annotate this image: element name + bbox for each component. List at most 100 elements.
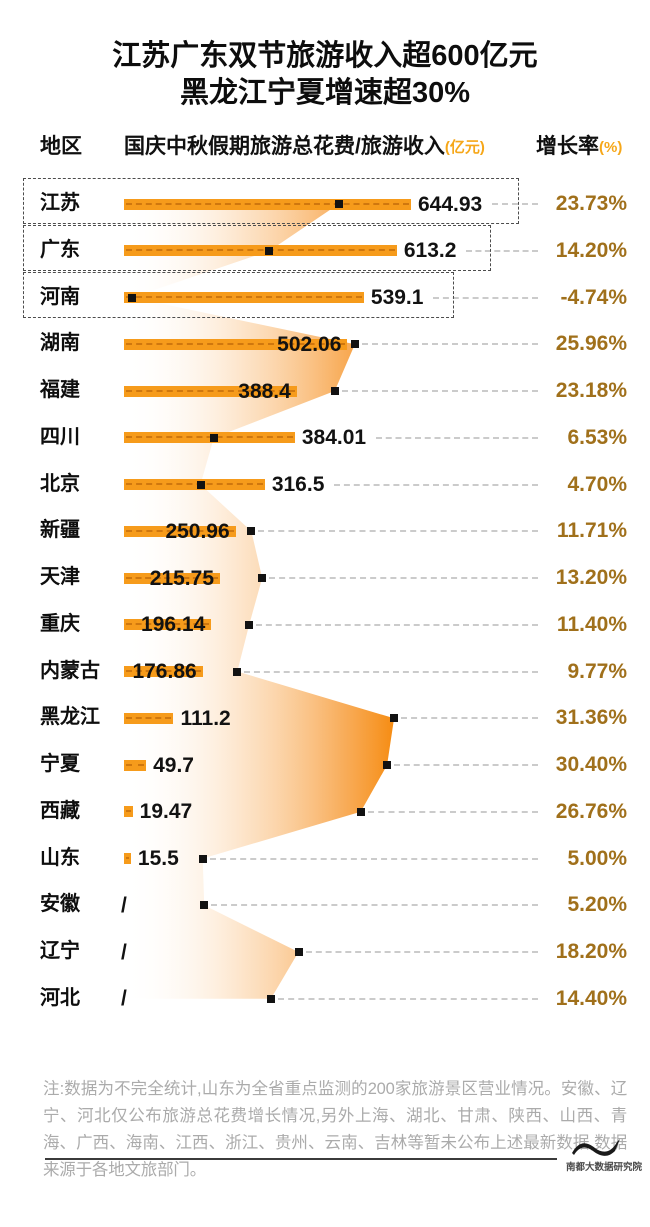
value-label: 613.2 bbox=[403, 239, 457, 263]
value-label: 215.75 bbox=[149, 566, 214, 590]
value-label: 15.5 bbox=[137, 847, 179, 870]
value-label: 196.14 bbox=[141, 613, 206, 637]
bar-center-dash bbox=[126, 670, 201, 672]
region-label: 福建 bbox=[40, 379, 80, 401]
region-label: 宁夏 bbox=[40, 753, 80, 775]
growth-marker bbox=[383, 761, 392, 769]
growth-marker bbox=[245, 620, 254, 629]
row-connector bbox=[465, 249, 538, 252]
growth-marker bbox=[196, 480, 205, 489]
row-connector bbox=[258, 530, 538, 533]
footer-divider bbox=[45, 1158, 557, 1160]
revenue-bar bbox=[124, 338, 348, 350]
revenue-bar bbox=[124, 759, 147, 771]
row-connector bbox=[209, 857, 538, 860]
bar-center-dash bbox=[126, 857, 129, 859]
region-label: 重庆 bbox=[40, 612, 80, 635]
region-label: 黑龙江 bbox=[40, 706, 100, 729]
growth-marker bbox=[334, 200, 343, 208]
bar-center-dash bbox=[126, 202, 409, 205]
highlight-box bbox=[23, 271, 454, 318]
growth-marker bbox=[266, 994, 275, 1003]
row-connector bbox=[401, 717, 538, 720]
growth-label: 11.71% bbox=[556, 519, 627, 543]
growth-label: 14.40% bbox=[555, 986, 627, 1010]
region-label: 山东 bbox=[40, 846, 80, 869]
bar-center-dash bbox=[126, 576, 218, 579]
column-header-value: 国庆中秋假期旅游总花费/旅游收入(亿元) bbox=[124, 134, 485, 161]
growth-label: 23.73% bbox=[555, 192, 627, 215]
row-connector bbox=[277, 997, 538, 1000]
growth-marker bbox=[209, 433, 218, 442]
growth-label: 30.40% bbox=[555, 753, 627, 776]
column-header-growth: 增长率(%) bbox=[536, 134, 622, 161]
revenue-bar bbox=[124, 712, 174, 724]
growth-marker bbox=[200, 901, 209, 910]
highlight-box bbox=[23, 178, 519, 224]
growth-area-polygon bbox=[124, 204, 395, 999]
region-label: 江苏 bbox=[40, 192, 80, 214]
value-label: / bbox=[121, 893, 127, 917]
revenue-bar bbox=[124, 245, 397, 257]
revenue-bar bbox=[124, 666, 203, 677]
growth-label: 5.00% bbox=[567, 846, 627, 870]
growth-marker bbox=[350, 340, 359, 349]
growth-label: 4.70% bbox=[567, 472, 627, 496]
bar-center-dash bbox=[126, 296, 362, 298]
region-header-label: 地区 bbox=[40, 135, 82, 158]
bar-center-dash bbox=[126, 623, 210, 626]
region-label: 湖南 bbox=[40, 332, 80, 355]
growth-label: -4.74% bbox=[560, 285, 627, 309]
row-connector bbox=[432, 296, 538, 299]
wave-logo-icon bbox=[572, 1139, 620, 1156]
value-header-unit: (亿元) bbox=[444, 139, 485, 156]
growth-area bbox=[124, 204, 395, 999]
region-label: 河北 bbox=[40, 986, 80, 1009]
growth-label: 13.20% bbox=[555, 566, 627, 589]
value-label: 19.47 bbox=[139, 800, 193, 824]
bar-center-dash bbox=[126, 529, 234, 532]
row-connector bbox=[491, 203, 538, 205]
value-label: 250.96 bbox=[165, 519, 230, 543]
publisher-logo: 南都大数据研究院 bbox=[566, 1138, 643, 1173]
growth-label: 14.20% bbox=[555, 238, 627, 262]
growth-marker bbox=[258, 574, 267, 582]
value-label: 384.01 bbox=[301, 426, 367, 450]
revenue-bar bbox=[124, 432, 295, 444]
growth-marker bbox=[247, 527, 256, 536]
revenue-bar bbox=[124, 853, 131, 864]
growth-marker bbox=[356, 807, 365, 816]
growth-label: 23.18% bbox=[555, 379, 627, 402]
revenue-bar bbox=[124, 806, 133, 818]
revenue-bar bbox=[124, 525, 236, 537]
footnote: 注:数据为不完全统计,山东为全省重点监测的200家旅游景区营业情况。安徽、辽宁、… bbox=[43, 1080, 627, 1179]
column-header-region: 地区 bbox=[40, 134, 82, 160]
growth-label: 11.40% bbox=[556, 612, 627, 636]
bar-center-dash bbox=[126, 810, 131, 813]
bar-center-dash bbox=[126, 483, 263, 485]
region-label: 广东 bbox=[40, 238, 80, 261]
region-label: 安徽 bbox=[40, 893, 80, 916]
value-label: 176.86 bbox=[132, 660, 197, 683]
growth-marker bbox=[265, 246, 274, 255]
publisher-name: 南都大数据研究院 bbox=[566, 1162, 643, 1173]
revenue-bar bbox=[124, 292, 364, 303]
value-header-label: 国庆中秋假期旅游总花费/旅游收入 bbox=[124, 135, 445, 158]
bar-center-dash bbox=[126, 342, 346, 345]
region-label: 四川 bbox=[40, 425, 80, 448]
bar-center-dash bbox=[126, 763, 145, 766]
value-label: 111.2 bbox=[180, 706, 231, 730]
bar-center-dash bbox=[126, 249, 395, 252]
bar-center-dash bbox=[126, 436, 293, 439]
growth-marker bbox=[233, 667, 242, 676]
region-label: 河南 bbox=[40, 285, 80, 308]
growth-label: 18.20% bbox=[555, 940, 627, 963]
bar-growth-chart: 江苏 644.93 23.73% 广东 613.2 14.20% 河南 539.1 -4.74%… bbox=[23, 178, 627, 1011]
region-label: 天津 bbox=[40, 566, 80, 588]
revenue-bar bbox=[124, 479, 265, 490]
value-label: / bbox=[121, 987, 127, 1011]
highlight-box bbox=[23, 224, 491, 271]
growth-header-unit: (%) bbox=[599, 139, 623, 156]
growth-label: 5.20% bbox=[567, 893, 627, 917]
